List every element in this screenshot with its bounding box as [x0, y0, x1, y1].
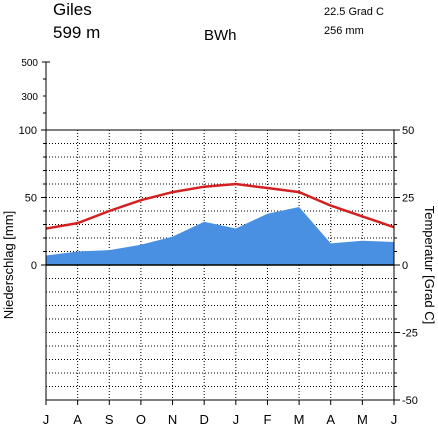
month-label: A [73, 412, 82, 427]
temperature-axis-label: Temperatur [Grad C] [422, 206, 437, 325]
month-label: J [233, 412, 240, 427]
precip-compressed-tick-label: 300 [21, 92, 38, 103]
month-label: M [294, 412, 305, 427]
precip-tick-label: 50 [25, 193, 37, 205]
month-label: A [326, 412, 335, 427]
month-label: D [199, 412, 208, 427]
grid-lines [46, 130, 394, 400]
station-elevation: 599 m [53, 23, 100, 42]
precipitation-area [46, 206, 394, 265]
month-label: S [105, 412, 114, 427]
month-label: J [43, 412, 50, 427]
temp-tick-label: 0 [402, 260, 408, 272]
axes [41, 61, 400, 405]
temperature-line [45, 182, 395, 230]
month-label: M [357, 412, 368, 427]
temp-tick-label: 50 [402, 125, 414, 137]
climate-classification: BWh [204, 27, 237, 44]
month-label: N [168, 412, 177, 427]
temp-tick-label: 25 [402, 193, 414, 205]
precip-tick-label: 0 [31, 260, 37, 272]
month-label: O [136, 412, 146, 427]
temp-tick-label: -50 [402, 395, 418, 407]
annual-precipitation: 256 mm [324, 25, 364, 37]
mean-temperature: 22.5 Grad C [324, 6, 384, 18]
month-label: F [263, 412, 271, 427]
precip-tick-label: 100 [19, 125, 37, 137]
precip-compressed-tick-label: 500 [21, 58, 38, 69]
temp-tick-label: -25 [402, 328, 418, 340]
station-name: Giles [53, 0, 92, 19]
precipitation-axis-label: Niederschlag [mm] [1, 211, 16, 319]
month-label: J [391, 412, 398, 427]
